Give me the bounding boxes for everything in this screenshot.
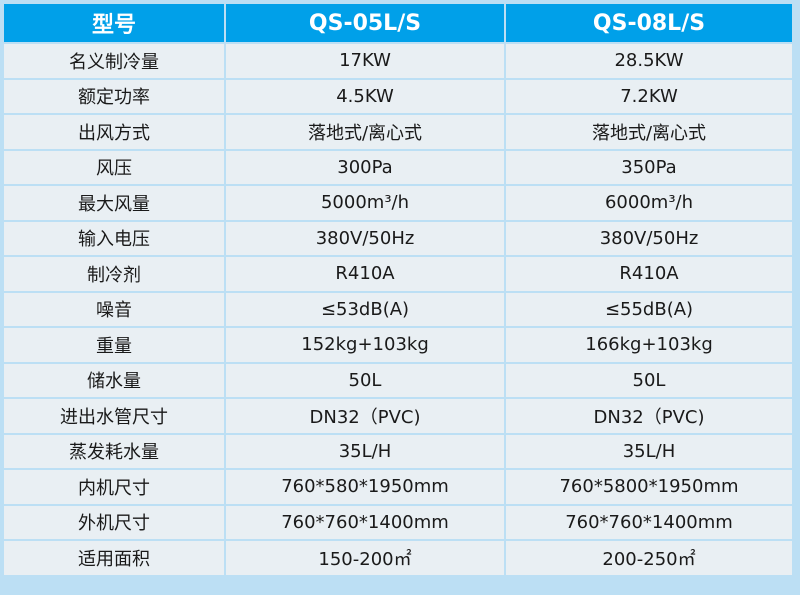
header-param: 型号 xyxy=(4,4,224,42)
value-model-a: 380V/50Hz xyxy=(226,221,504,255)
value-model-b: 166kg+103kg xyxy=(506,328,792,362)
value-model-a: 17KW xyxy=(226,44,504,78)
row-label: 风压 xyxy=(4,150,224,184)
row-label: 噪音 xyxy=(4,292,224,326)
row-label: 名义制冷量 xyxy=(4,44,224,78)
value-model-b: 200-250㎡ xyxy=(506,541,792,575)
table-header-row: 型号 QS-05L/S QS-08L/S xyxy=(4,4,792,42)
row-label: 储水量 xyxy=(4,363,224,397)
value-model-b: 28.5KW xyxy=(506,44,792,78)
value-model-b: 7.2KW xyxy=(506,79,792,113)
table-row: 进出水管尺寸 DN32（PVC) DN32（PVC) xyxy=(4,399,792,433)
table-row: 蒸发耗水量 35L/H 35L/H xyxy=(4,434,792,468)
value-model-a: 落地式/离心式 xyxy=(226,115,504,149)
value-model-a: 5000m³/h xyxy=(226,186,504,220)
value-model-a: 760*580*1950mm xyxy=(226,470,504,504)
row-label: 适用面积 xyxy=(4,541,224,575)
row-label: 蒸发耗水量 xyxy=(4,434,224,468)
row-label: 进出水管尺寸 xyxy=(4,399,224,433)
value-model-b: ≤55dB(A) xyxy=(506,292,792,326)
value-model-a: 50L xyxy=(226,363,504,397)
value-model-b: 380V/50Hz xyxy=(506,221,792,255)
value-model-a: 300Pa xyxy=(226,150,504,184)
table-row: 出风方式 落地式/离心式 落地式/离心式 xyxy=(4,115,792,149)
value-model-a: 152kg+103kg xyxy=(226,328,504,362)
row-label: 制冷剂 xyxy=(4,257,224,291)
value-model-b: 760*760*1400mm xyxy=(506,505,792,539)
table-row: 外机尺寸 760*760*1400mm 760*760*1400mm xyxy=(4,505,792,539)
value-model-b: R410A xyxy=(506,257,792,291)
row-label: 最大风量 xyxy=(4,186,224,220)
value-model-b: 落地式/离心式 xyxy=(506,115,792,149)
table-row: 制冷剂 R410A R410A xyxy=(4,257,792,291)
table-row: 额定功率 4.5KW 7.2KW xyxy=(4,79,792,113)
table-row: 适用面积 150-200㎡ 200-250㎡ xyxy=(4,541,792,575)
value-model-b: 760*5800*1950mm xyxy=(506,470,792,504)
value-model-a: 760*760*1400mm xyxy=(226,505,504,539)
table-row: 噪音 ≤53dB(A) ≤55dB(A) xyxy=(4,292,792,326)
row-label: 重量 xyxy=(4,328,224,362)
value-model-a: R410A xyxy=(226,257,504,291)
table-row: 内机尺寸 760*580*1950mm 760*5800*1950mm xyxy=(4,470,792,504)
table-row: 输入电压 380V/50Hz 380V/50Hz xyxy=(4,221,792,255)
value-model-a: 150-200㎡ xyxy=(226,541,504,575)
row-label: 外机尺寸 xyxy=(4,505,224,539)
row-label: 内机尺寸 xyxy=(4,470,224,504)
header-model-a: QS-05L/S xyxy=(226,4,504,42)
value-model-b: 6000m³/h xyxy=(506,186,792,220)
table-row: 风压 300Pa 350Pa xyxy=(4,150,792,184)
row-label: 出风方式 xyxy=(4,115,224,149)
value-model-a: 4.5KW xyxy=(226,79,504,113)
value-model-a: ≤53dB(A) xyxy=(226,292,504,326)
table-row: 最大风量 5000m³/h 6000m³/h xyxy=(4,186,792,220)
value-model-b: 35L/H xyxy=(506,434,792,468)
table-row: 储水量 50L 50L xyxy=(4,363,792,397)
header-model-b: QS-08L/S xyxy=(506,4,792,42)
row-label: 额定功率 xyxy=(4,79,224,113)
table-row: 名义制冷量 17KW 28.5KW xyxy=(4,44,792,78)
spec-table: 型号 QS-05L/S QS-08L/S 名义制冷量 17KW 28.5KW 额… xyxy=(2,2,794,577)
value-model-b: 350Pa xyxy=(506,150,792,184)
value-model-a: DN32（PVC) xyxy=(226,399,504,433)
value-model-b: DN32（PVC) xyxy=(506,399,792,433)
table-row: 重量 152kg+103kg 166kg+103kg xyxy=(4,328,792,362)
row-label: 输入电压 xyxy=(4,221,224,255)
value-model-b: 50L xyxy=(506,363,792,397)
value-model-a: 35L/H xyxy=(226,434,504,468)
